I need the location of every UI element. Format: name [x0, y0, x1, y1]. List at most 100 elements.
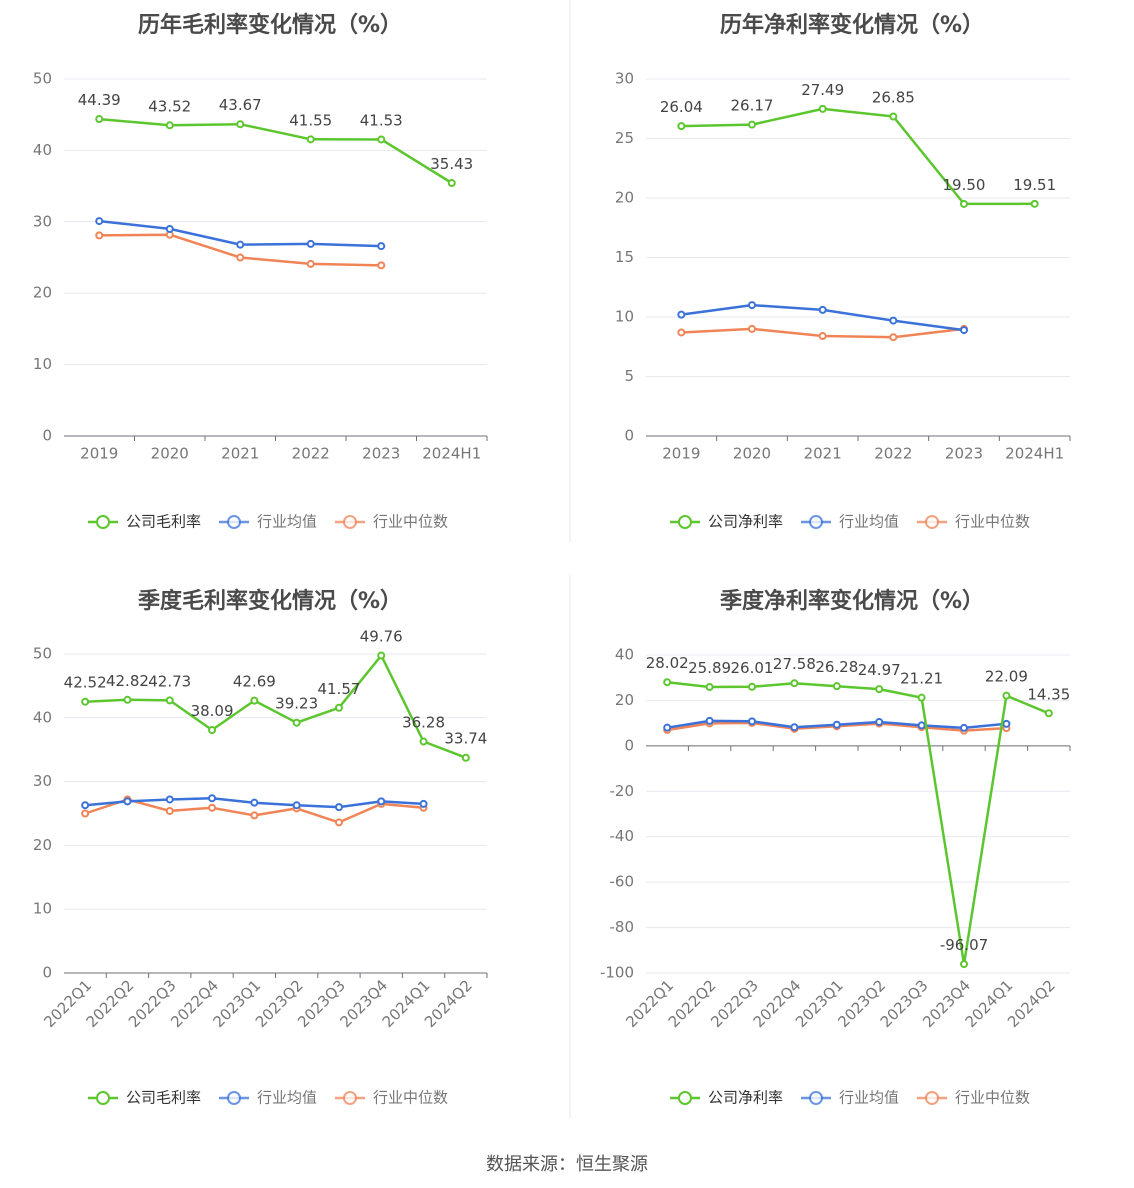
data-point-median[interactable] [81, 809, 90, 818]
chart-panel-1: 历年毛利率变化情况（%） 0 10 20 30 40 50 2019 2020 2021 2022 2… [33, 12, 488, 531]
data-point-avg[interactable] [875, 718, 884, 727]
legend-item-company[interactable]: 公司净利率 [670, 1089, 783, 1107]
series-line-company [681, 107, 1035, 206]
data-point-company[interactable] [917, 693, 926, 702]
data-point-avg[interactable] [165, 795, 174, 804]
data-point-median[interactable] [165, 806, 174, 815]
legend-item-median[interactable]: 行业中位数 [917, 513, 1030, 531]
legend-item-median[interactable]: 行业中位数 [335, 1089, 448, 1107]
data-point-company[interactable] [832, 682, 841, 691]
data-point-avg[interactable] [81, 801, 90, 810]
data-point-company[interactable] [292, 718, 301, 727]
data-point-company[interactable] [306, 135, 315, 144]
data-point-avg[interactable] [832, 720, 841, 729]
legend-item-company[interactable]: 公司净利率 [670, 513, 783, 531]
data-point-avg[interactable] [663, 723, 672, 732]
data-point-company[interactable] [461, 753, 470, 762]
data-point-avg[interactable] [292, 801, 301, 810]
data-point-company[interactable] [663, 678, 672, 687]
data-label: 26.85 [872, 88, 915, 106]
data-point-avg[interactable] [748, 717, 756, 726]
legend-item-avg[interactable]: 行业均值 [219, 513, 317, 531]
data-point-avg[interactable] [208, 794, 217, 803]
data-point-median[interactable] [818, 332, 827, 341]
data-point-company[interactable] [419, 737, 428, 746]
legend-item-median[interactable]: 行业中位数 [335, 513, 448, 531]
data-point-company[interactable] [705, 683, 714, 692]
data-point-avg[interactable] [818, 305, 827, 314]
data-point-company[interactable] [960, 199, 968, 208]
data-point-company[interactable] [889, 112, 898, 121]
legend-item-avg[interactable]: 行业均值 [801, 513, 899, 531]
x-tick-label: 2021 [221, 445, 259, 463]
data-point-avg[interactable] [1002, 719, 1011, 728]
data-point-avg[interactable] [95, 217, 104, 226]
data-point-company[interactable] [790, 679, 799, 688]
data-point-company[interactable] [748, 682, 756, 691]
data-point-avg[interactable] [123, 797, 132, 806]
data-point-company[interactable] [377, 651, 386, 660]
data-point-company[interactable] [1030, 199, 1039, 208]
y-tick-label: 30 [33, 772, 52, 790]
legend-marker-icon [925, 1091, 939, 1105]
data-point-avg[interactable] [889, 316, 898, 325]
legend-item-avg[interactable]: 行业均值 [219, 1089, 317, 1107]
data-label: 22.09 [985, 668, 1028, 686]
legend-marker-icon [343, 515, 357, 529]
legend-label: 行业中位数 [955, 1089, 1030, 1107]
data-point-company[interactable] [818, 104, 827, 113]
data-point-company[interactable] [250, 696, 259, 705]
data-point-avg[interactable] [377, 242, 386, 251]
data-point-median[interactable] [377, 261, 386, 270]
data-point-avg[interactable] [377, 797, 386, 806]
data-point-avg[interactable] [677, 310, 686, 319]
legend-label: 行业中位数 [373, 1089, 448, 1107]
data-point-avg[interactable] [306, 239, 315, 248]
data-point-company[interactable] [1002, 691, 1011, 700]
data-point-avg[interactable] [165, 224, 174, 233]
data-point-avg[interactable] [705, 716, 714, 725]
legend-item-median[interactable]: 行业中位数 [917, 1089, 1030, 1107]
data-point-avg[interactable] [334, 803, 343, 812]
data-point-company[interactable] [236, 120, 245, 129]
data-point-company[interactable] [334, 703, 343, 712]
data-point-avg[interactable] [960, 723, 968, 732]
data-point-median[interactable] [677, 328, 686, 337]
data-point-company[interactable] [377, 135, 386, 144]
data-point-company[interactable] [748, 120, 756, 129]
data-point-avg[interactable] [419, 799, 428, 808]
legend-item-company[interactable]: 公司毛利率 [88, 1089, 201, 1107]
data-point-company[interactable] [165, 121, 174, 130]
legend-item-avg[interactable]: 行业均值 [801, 1089, 899, 1107]
data-point-median[interactable] [306, 259, 315, 268]
data-point-company[interactable] [95, 115, 104, 124]
data-point-company[interactable] [165, 696, 174, 705]
legend-marker-icon [227, 1091, 241, 1105]
data-point-median[interactable] [236, 253, 245, 262]
y-tick-label: -80 [610, 918, 635, 936]
data-point-company[interactable] [123, 695, 132, 704]
data-point-median[interactable] [95, 231, 104, 240]
data-point-avg[interactable] [236, 240, 245, 249]
data-point-company[interactable] [81, 697, 90, 706]
data-point-company[interactable] [1044, 709, 1053, 718]
data-point-median[interactable] [334, 818, 343, 827]
legend-item-company[interactable]: 公司毛利率 [88, 513, 201, 531]
data-point-company[interactable] [960, 960, 968, 969]
x-tick-label: 2019 [662, 445, 700, 463]
data-point-median[interactable] [250, 811, 259, 820]
data-point-avg[interactable] [917, 721, 926, 730]
data-point-median[interactable] [208, 803, 217, 812]
data-point-company[interactable] [447, 179, 456, 188]
data-point-avg[interactable] [790, 723, 799, 732]
y-tick-label: -40 [610, 827, 635, 845]
data-point-avg[interactable] [960, 326, 968, 335]
data-point-avg[interactable] [250, 798, 259, 807]
data-point-company[interactable] [875, 685, 884, 694]
data-point-median[interactable] [748, 324, 756, 333]
data-point-company[interactable] [208, 725, 217, 734]
data-point-median[interactable] [889, 333, 898, 342]
data-point-company[interactable] [677, 122, 686, 131]
data-point-avg[interactable] [748, 301, 756, 310]
